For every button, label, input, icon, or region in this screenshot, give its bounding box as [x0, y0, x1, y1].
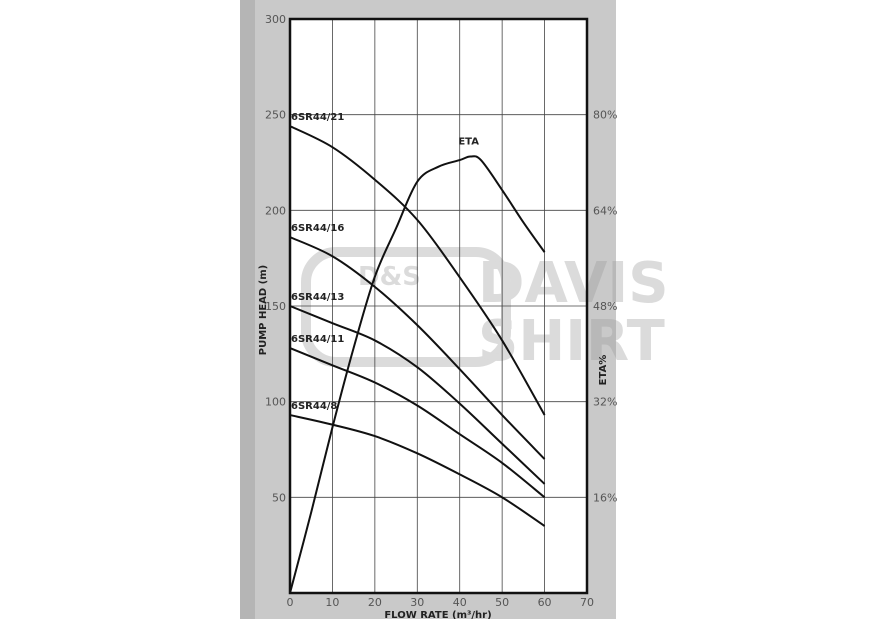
x-tick-label: 10 [325, 596, 339, 609]
y-tick-label: 250 [265, 109, 286, 122]
series-line-eta [289, 155, 546, 594]
x-tick-label: 0 [287, 596, 294, 609]
x-tick-label: 30 [410, 596, 424, 609]
series-label: 6SR44/8 [291, 401, 337, 412]
y2-tick-label: 32% [593, 396, 617, 409]
x-tick-label: 20 [368, 596, 382, 609]
series-label: 6SR44/13 [291, 292, 344, 303]
y-axis-label: PUMP HEAD (m) [258, 265, 269, 356]
series-line-6sr44-16 [289, 236, 546, 460]
y-tick-label: 300 [265, 13, 286, 26]
y-tick-label: 150 [265, 300, 286, 313]
y2-tick-label: 64% [593, 204, 617, 217]
y-tick-label: 100 [265, 396, 286, 409]
x-tick-label: 50 [495, 596, 509, 609]
y2-axis-label: ETA% [598, 355, 609, 386]
series-line-6sr44-21 [289, 125, 546, 416]
series-label: ETA [458, 137, 479, 148]
y2-tick-label: 16% [593, 491, 617, 504]
x-tick-label: 40 [453, 596, 467, 609]
series-label: 6SR44/16 [291, 223, 344, 234]
plot-frame [288, 17, 589, 595]
x-tick-label: 60 [538, 596, 552, 609]
series-label: 6SR44/11 [291, 334, 344, 345]
x-tick-label: 70 [580, 596, 594, 609]
y2-tick-label: 80% [593, 109, 617, 122]
watermark-line1: DAVIS [478, 251, 669, 316]
y2-tick-label: 48% [593, 300, 617, 313]
y-tick-label: 200 [265, 204, 286, 217]
y-tick-label: 50 [272, 491, 286, 504]
series-label: 6SR44/21 [291, 112, 344, 123]
series-line-6sr44-13 [289, 305, 546, 485]
watermark-line2: SHIRT [478, 309, 665, 374]
x-axis-label: FLOW RATE (m³/hr) [384, 610, 491, 619]
panel-edge [240, 0, 255, 619]
watermark-logo: D&S DAVIS SHIRT [301, 247, 669, 374]
watermark-logo-text: D&S [358, 262, 421, 292]
series-line-6sr44-11 [289, 347, 546, 499]
